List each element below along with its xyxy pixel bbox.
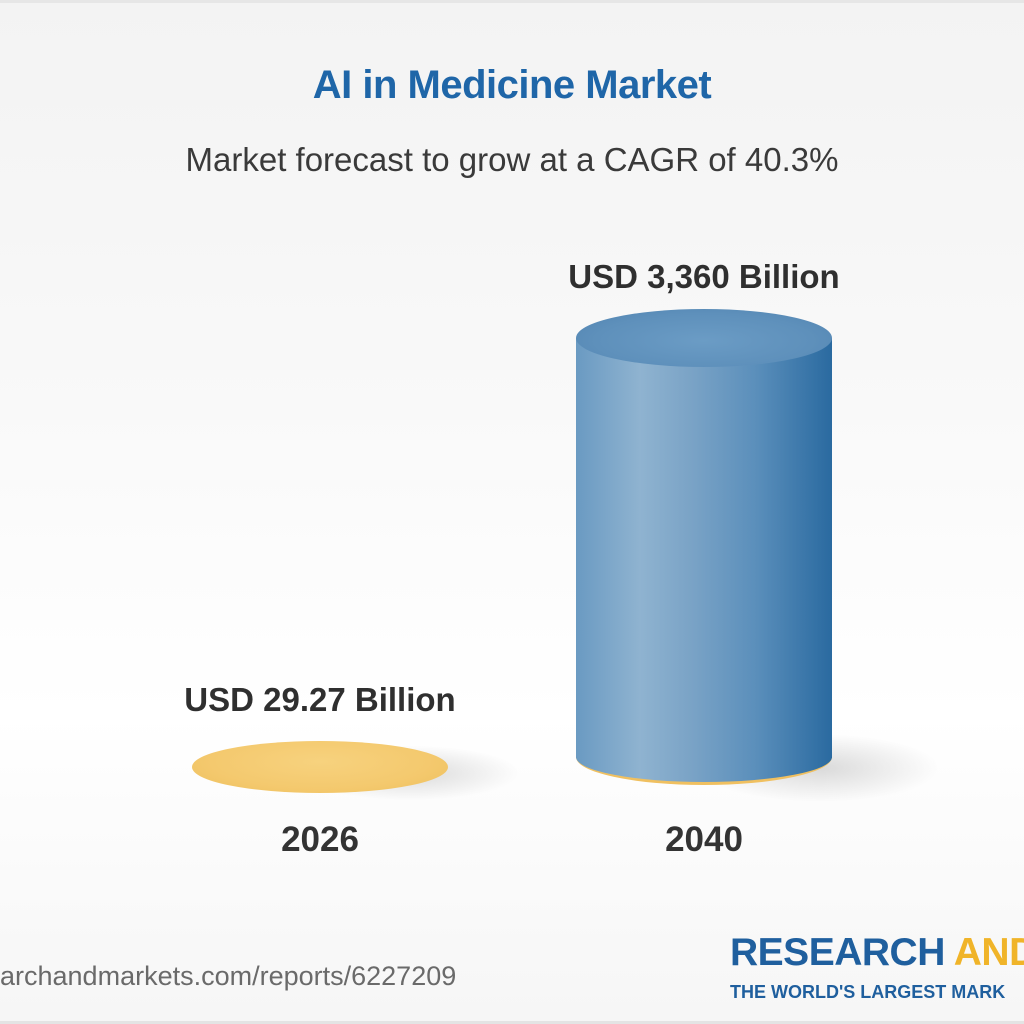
chart-subtitle: Market forecast to grow at a CAGR of 40.… (185, 141, 839, 178)
brand-name-part1: RESEARCH (730, 931, 945, 974)
chart-title: AI in Medicine Market (312, 63, 712, 107)
chart-card: AI in Medicine Market Market forecast to… (0, 3, 1024, 1024)
cylinder-body (576, 338, 832, 758)
value-label-2026: USD 29.27 Billion (184, 681, 456, 718)
brand-name: RESEARCH AND (730, 933, 1024, 973)
bar-2026-disc (192, 741, 448, 793)
bar-2040-cylinder (576, 309, 832, 785)
brand-name-part2: AND (953, 931, 1024, 974)
year-label-2026: 2026 (281, 820, 359, 859)
value-label-2040: USD 3,360 Billion (568, 258, 840, 295)
brand-logo: RESEARCH AND THE WORLD'S LARGEST MARK (730, 933, 1024, 1005)
brand-tagline: THE WORLD'S LARGEST MARK (730, 982, 1006, 1002)
cylinder-top (576, 309, 832, 367)
year-label-2040: 2040 (665, 820, 743, 859)
source-url: archandmarkets.com/reports/6227209 (0, 961, 457, 991)
